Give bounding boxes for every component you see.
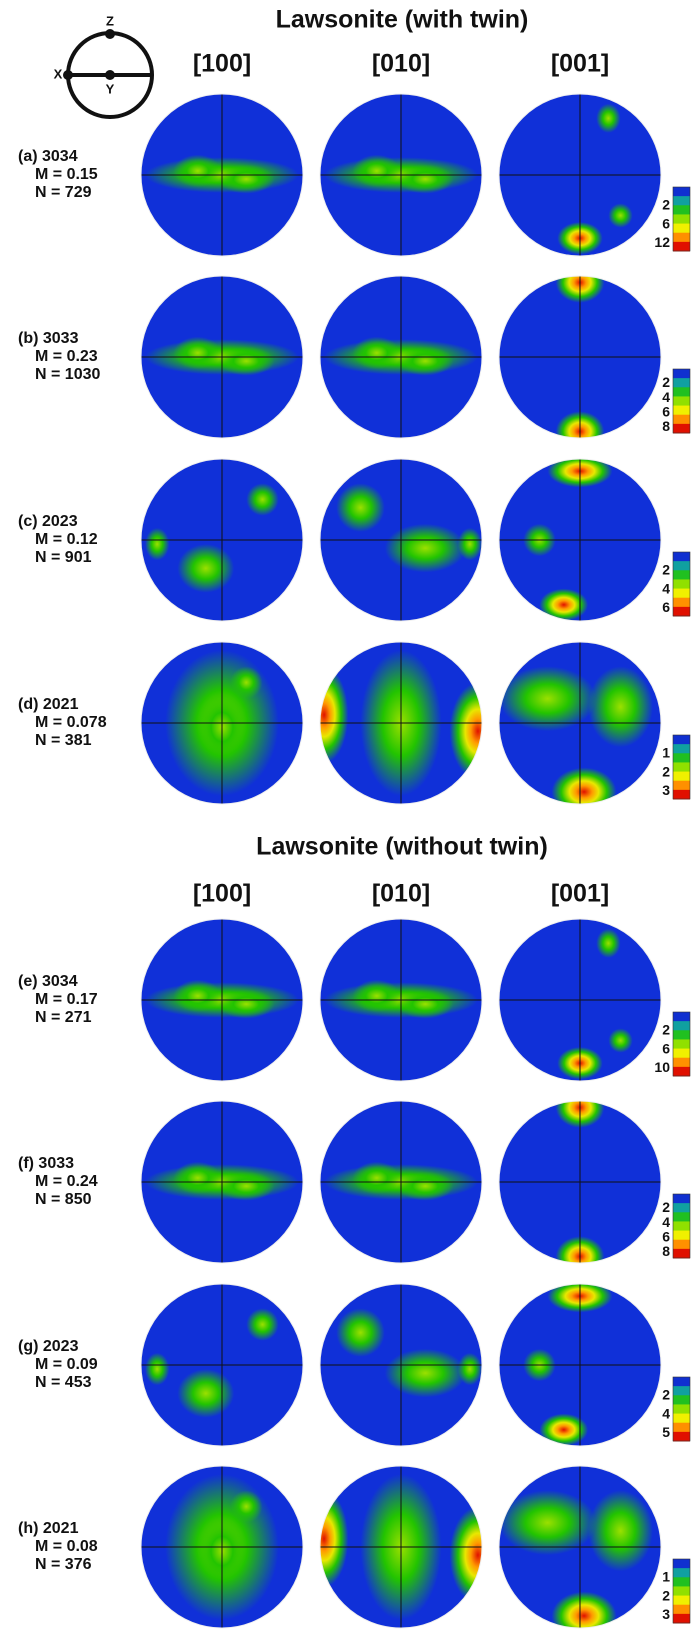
row-m: M = 0.12 (35, 531, 98, 548)
row-m: M = 0.08 (35, 1538, 98, 1555)
row-label: (d) 2021 (18, 696, 79, 713)
pole-figure (140, 458, 304, 622)
pole-figure (498, 641, 662, 805)
pole-figure (140, 1283, 304, 1447)
color-scale (672, 1558, 691, 1624)
color-scale (672, 734, 691, 800)
row-n: N = 453 (35, 1374, 92, 1391)
pole-figure (319, 1465, 483, 1629)
row-n: N = 271 (35, 1009, 92, 1026)
pole-figure (140, 1100, 304, 1264)
scale-label: 2 (662, 763, 670, 779)
scale-label: 5 (662, 1424, 670, 1440)
scale-label: 1 (662, 1569, 670, 1585)
row-m: M = 0.23 (35, 348, 98, 365)
row-n: N = 376 (35, 1556, 92, 1573)
color-scale (672, 551, 691, 617)
row-m: M = 0.09 (35, 1356, 98, 1373)
axis-y: Y (106, 81, 115, 96)
pole-figure (140, 275, 304, 439)
pole-figure (319, 1100, 483, 1264)
row-n: N = 850 (35, 1191, 92, 1208)
color-scale (672, 1376, 691, 1442)
scale-label: 6 (662, 599, 670, 615)
scale-label: 4 (662, 389, 670, 405)
scale-label: 2 (662, 562, 670, 578)
row-n: N = 381 (35, 732, 92, 749)
scale-label: 4 (662, 1214, 670, 1230)
pole-figure (498, 1100, 662, 1264)
row-m: M = 0.24 (35, 1173, 98, 1190)
scale-label: 3 (662, 1606, 670, 1622)
scale-label: 10 (654, 1059, 670, 1075)
color-scale (672, 186, 691, 252)
row-label: (h) 2021 (18, 1520, 79, 1537)
axis-z: Z (106, 13, 114, 28)
section-title: Lawsonite (with twin) (276, 6, 529, 34)
column-header: [100] (193, 880, 251, 908)
pole-figure (498, 918, 662, 1082)
reference-frame: Z X Y (54, 13, 154, 119)
pole-figure (319, 641, 483, 805)
scale-label: 12 (654, 234, 670, 250)
axis-x: X (54, 66, 63, 81)
row-m: M = 0.15 (35, 166, 98, 183)
scale-label: 4 (662, 580, 670, 596)
color-scale (672, 1193, 691, 1259)
pole-figure (498, 93, 662, 257)
color-scale (672, 368, 691, 434)
scale-label: 2 (662, 1199, 670, 1215)
pole-figure (319, 93, 483, 257)
scale-label: 2 (662, 374, 670, 390)
column-header: [001] (551, 50, 609, 78)
scale-label: 2 (662, 1387, 670, 1403)
pole-figure (498, 1283, 662, 1447)
row-n: N = 901 (35, 549, 92, 566)
scale-label: 3 (662, 782, 670, 798)
row-label: (f) 3033 (18, 1155, 74, 1172)
row-n: N = 1030 (35, 366, 100, 383)
pole-figure (498, 1465, 662, 1629)
scale-label: 2 (662, 1022, 670, 1038)
row-n: N = 729 (35, 184, 92, 201)
row-label: (e) 3034 (18, 973, 78, 990)
column-header: [001] (551, 880, 609, 908)
row-label: (b) 3033 (18, 330, 79, 347)
scale-label: 4 (662, 1405, 670, 1421)
scale-label: 6 (662, 403, 670, 419)
pole-figure (498, 275, 662, 439)
pole-figure (140, 918, 304, 1082)
pole-figure (140, 1465, 304, 1629)
pole-figure (140, 93, 304, 257)
pole-figure (319, 1283, 483, 1447)
pole-figure (319, 275, 483, 439)
pole-figure (319, 458, 483, 622)
pole-figure (319, 918, 483, 1082)
scale-label: 6 (662, 1040, 670, 1056)
pole-figure (498, 458, 662, 622)
scale-label: 8 (662, 418, 670, 434)
column-header: [010] (372, 50, 430, 78)
scale-label: 2 (662, 197, 670, 213)
row-label: (g) 2023 (18, 1338, 79, 1355)
row-m: M = 0.17 (35, 991, 98, 1008)
column-header: [100] (193, 50, 251, 78)
row-label: (c) 2023 (18, 513, 78, 530)
pole-figure (140, 641, 304, 805)
scale-label: 8 (662, 1243, 670, 1259)
scale-label: 1 (662, 745, 670, 761)
section-title: Lawsonite (without twin) (256, 833, 548, 861)
scale-label: 6 (662, 1228, 670, 1244)
color-scale (672, 1011, 691, 1077)
row-label: (a) 3034 (18, 148, 78, 165)
column-header: [010] (372, 880, 430, 908)
scale-label: 6 (662, 215, 670, 231)
scale-label: 2 (662, 1587, 670, 1603)
row-m: M = 0.078 (35, 714, 107, 731)
